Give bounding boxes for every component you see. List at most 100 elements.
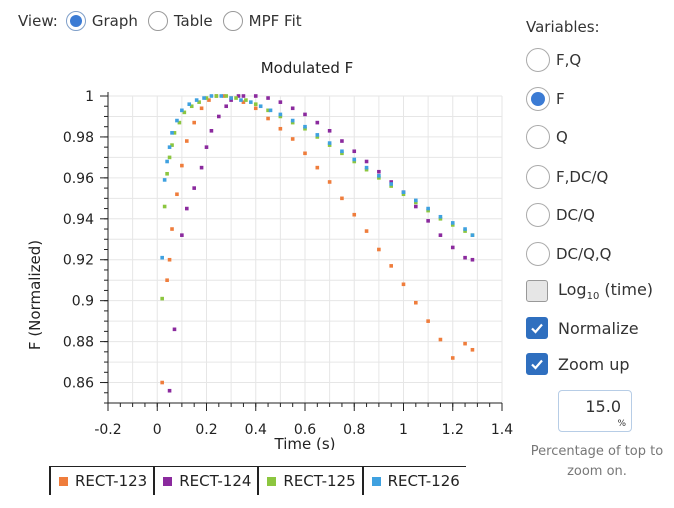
data-point — [162, 178, 167, 182]
normalize-label: Normalize — [558, 318, 639, 338]
zoom-value[interactable]: 15.0 — [585, 397, 621, 416]
data-point — [229, 98, 233, 102]
data-point — [162, 204, 167, 209]
x-tick-label: -0.2 — [94, 422, 121, 438]
view-option-mpf-fit[interactable]: MPF Fit — [222, 11, 302, 31]
data-point — [450, 356, 455, 360]
data-point — [340, 196, 344, 201]
data-point — [315, 135, 320, 139]
variable-option-q[interactable]: Q — [526, 125, 568, 149]
variable-option-dc-q-q[interactable]: DC/Q,Q — [526, 242, 611, 266]
data-point — [165, 278, 169, 282]
legend-item-rect-123[interactable]: RECT-123 — [51, 467, 156, 495]
variable-option-label: F,DC/Q — [556, 168, 609, 186]
checkbox-checked-icon[interactable] — [526, 317, 548, 339]
zoom-percentage-input[interactable]: 15.0 % — [558, 390, 632, 432]
data-point — [278, 114, 283, 119]
variable-option-f-dc-q[interactable]: F,DC/Q — [526, 165, 608, 189]
legend-item-rect-126[interactable]: RECT-126 — [364, 467, 466, 495]
view-selector: View: Graph Table MPF Fit — [18, 8, 312, 34]
legend-swatch — [267, 476, 277, 486]
view-option-table[interactable]: Table — [147, 11, 213, 31]
data-point — [167, 145, 172, 149]
data-point — [438, 337, 443, 342]
radio-unselected-icon[interactable] — [526, 125, 550, 149]
variable-option-f[interactable]: F — [526, 87, 565, 111]
data-point — [199, 165, 204, 170]
data-point — [241, 94, 246, 98]
data-point — [364, 159, 369, 164]
data-point — [199, 106, 204, 111]
data-point — [290, 118, 295, 123]
view-option-graph[interactable]: Graph — [65, 11, 138, 31]
chart-title: Modulated F — [261, 59, 354, 77]
data-point — [172, 131, 177, 135]
checkbox-unchecked-icon[interactable] — [526, 280, 548, 303]
legend-item-rect-124[interactable]: RECT-124 — [155, 467, 260, 495]
data-point — [175, 192, 179, 197]
data-point — [180, 108, 184, 113]
x-tick-label: 0.4 — [245, 422, 267, 438]
chart-legend: RECT-123 RECT-124 RECT-125 RECT-126 — [49, 466, 466, 495]
variable-option-label: F,Q — [556, 51, 582, 69]
data-point — [207, 98, 211, 102]
data-point — [352, 149, 357, 154]
x-tick-label: 0 — [153, 422, 162, 438]
chart-container: Modulated F Time (s) F (Normalized) -0.2… — [0, 50, 520, 453]
data-point — [180, 233, 184, 237]
radio-unselected-icon[interactable] — [526, 203, 550, 227]
data-point — [224, 94, 228, 98]
data-point — [364, 167, 369, 172]
x-tick-label: 0.6 — [294, 422, 316, 438]
data-point — [189, 104, 194, 109]
legend-swatch — [59, 476, 68, 486]
legend-item-rect-125[interactable]: RECT-125 — [259, 467, 364, 495]
data-point — [278, 100, 283, 104]
data-point — [377, 176, 381, 180]
data-point — [340, 149, 344, 154]
radio-unselected-icon[interactable] — [526, 165, 550, 189]
radio-unselected-icon[interactable] — [526, 48, 550, 72]
data-point — [224, 104, 228, 109]
data-point — [352, 157, 357, 162]
data-point — [303, 124, 307, 129]
data-point — [290, 137, 295, 141]
x-tick-label: 0.2 — [195, 422, 217, 438]
y-tick-label: 0.92 — [63, 253, 94, 269]
radio-unselected-icon[interactable] — [147, 11, 168, 31]
data-point — [364, 229, 369, 233]
data-point — [217, 114, 221, 119]
radio-selected-icon[interactable] — [65, 11, 86, 31]
data-point — [204, 145, 209, 149]
data-point — [249, 100, 253, 104]
x-tick-label: 1.4 — [491, 422, 513, 438]
data-point — [221, 94, 226, 98]
normalize-checkbox[interactable]: Normalize — [526, 317, 639, 339]
data-point — [185, 139, 189, 143]
data-point — [253, 94, 258, 98]
log-time-checkbox[interactable]: Log10 (time) — [526, 280, 653, 302]
data-point — [389, 184, 393, 188]
variable-option-f-q[interactable]: F,Q — [526, 48, 581, 72]
radio-unselected-icon[interactable] — [222, 11, 243, 31]
data-point — [327, 143, 332, 147]
data-point — [167, 388, 172, 393]
radio-unselected-icon[interactable] — [526, 242, 550, 266]
y-axis-label: F (Normalized) — [26, 240, 44, 350]
data-point — [278, 112, 283, 117]
variable-option-dc-q[interactable]: DC/Q — [526, 203, 595, 227]
data-point — [414, 300, 418, 305]
data-point — [234, 96, 238, 100]
checkbox-checked-icon[interactable] — [526, 353, 548, 375]
radio-selected-icon[interactable] — [526, 87, 550, 111]
data-point — [315, 133, 320, 137]
zoom-up-checkbox[interactable]: Zoom up — [526, 353, 630, 375]
view-option-label: Table — [173, 12, 213, 30]
data-point — [185, 206, 189, 211]
data-point — [470, 233, 475, 237]
view-label: View: — [18, 12, 58, 30]
data-point — [160, 296, 164, 301]
data-point — [187, 102, 192, 106]
data-point — [165, 159, 169, 164]
data-point — [327, 128, 332, 133]
